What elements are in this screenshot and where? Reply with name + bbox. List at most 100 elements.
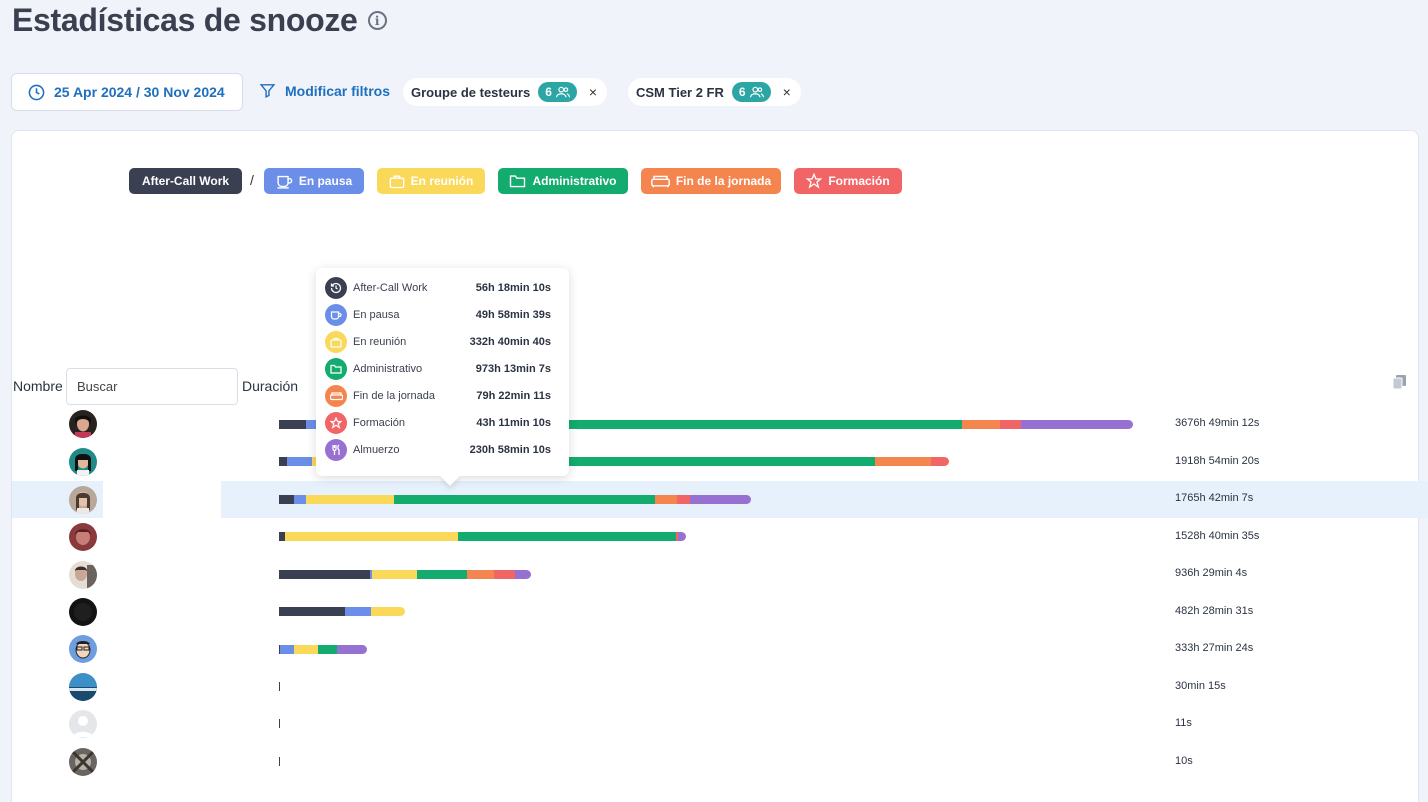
bar-segment[interactable]: [491, 420, 962, 429]
briefcase-icon: [325, 331, 347, 353]
coffee-cup-icon: [325, 304, 347, 326]
tooltip-label: Formación: [353, 417, 405, 429]
bar-segment[interactable]: [369, 570, 373, 579]
avatar: [69, 710, 97, 738]
bar-segment[interactable]: [678, 532, 686, 541]
bar-segment[interactable]: [677, 495, 691, 504]
legend-after-call-work[interactable]: After-Call Work: [129, 168, 242, 194]
search-input[interactable]: [66, 368, 238, 405]
bar-segment[interactable]: [466, 570, 495, 579]
avatar: [69, 486, 97, 514]
bar-segment[interactable]: [690, 495, 752, 504]
date-range-button[interactable]: 25 Apr 2024 / 30 Nov 2024: [11, 73, 243, 111]
chip-close-icon[interactable]: ×: [782, 84, 791, 100]
bar-segment[interactable]: [465, 457, 876, 466]
bar-segment[interactable]: [961, 420, 1001, 429]
tooltip-label: Almuerzo: [353, 444, 400, 456]
bar-segment[interactable]: [676, 532, 679, 541]
duration-total: 1765h 42min 7s: [1175, 492, 1254, 504]
duration-bar[interactable]: [279, 495, 752, 504]
bar-segment[interactable]: [305, 495, 395, 504]
bar-segment[interactable]: [1021, 420, 1133, 429]
users-icon: [555, 86, 570, 98]
bar-segment[interactable]: [514, 570, 532, 579]
star-icon: [325, 412, 347, 434]
tooltip-value: 973h 13min 7s: [475, 363, 551, 375]
tooltip-row: Fin de la jornada 79h 22min 11s: [325, 385, 551, 407]
tooltip-label: Fin de la jornada: [353, 390, 435, 402]
duration-bar-minimal[interactable]: [279, 757, 280, 766]
page-title-text: Estadísticas de snooze: [12, 2, 358, 38]
legend-label: After-Call Work: [141, 174, 230, 188]
bar-tooltip: After-Call Work 56h 18min 10s En pausa 4…: [316, 268, 569, 476]
bar-segment[interactable]: [279, 607, 346, 616]
folder-icon: [325, 358, 347, 380]
history-icon: [325, 277, 347, 299]
duration-bar[interactable]: [279, 570, 532, 579]
bar-segment[interactable]: [279, 570, 370, 579]
legend-en-reunion[interactable]: En reunión: [377, 168, 485, 194]
avatar: [69, 673, 97, 701]
legend-fin-jornada[interactable]: Fin de la jornada: [641, 168, 781, 194]
tooltip-value: 79h 22min 11s: [476, 390, 551, 402]
bar-segment[interactable]: [287, 457, 313, 466]
bar-segment[interactable]: [457, 532, 677, 541]
legend-en-pausa[interactable]: En pausa: [264, 168, 364, 194]
chip-count: 6: [545, 85, 552, 99]
bar-segment[interactable]: [279, 457, 288, 466]
bar-segment[interactable]: [279, 495, 295, 504]
sofa-icon: [325, 385, 347, 407]
bar-segment[interactable]: [394, 495, 656, 504]
chip-count-badge: 6: [538, 82, 577, 102]
page-title: Estadísticas de snooze i: [12, 2, 387, 39]
bar-segment[interactable]: [371, 607, 406, 616]
bar-segment[interactable]: [655, 495, 677, 504]
legend-label: Formación: [828, 174, 890, 188]
filter-chip-testers: Groupe de testeurs 6 ×: [403, 78, 608, 106]
legend-label: Administrativo: [532, 174, 617, 188]
legend-formacion[interactable]: Formación: [794, 168, 902, 194]
avatar: [69, 635, 97, 663]
duration-bar-minimal[interactable]: [279, 719, 280, 728]
duration-bar[interactable]: [279, 532, 686, 541]
column-header-duration[interactable]: Duración: [242, 378, 299, 394]
tooltip-label: Administrativo: [353, 363, 423, 375]
bar-segment[interactable]: [285, 532, 458, 541]
bar-segment[interactable]: [318, 645, 338, 654]
chip-close-icon[interactable]: ×: [588, 84, 598, 100]
legend-separator: /: [250, 172, 254, 188]
duration-bar-minimal[interactable]: [279, 682, 280, 691]
bar-segment[interactable]: [875, 457, 932, 466]
bar-segment[interactable]: [1000, 420, 1022, 429]
duration-total: 30min 15s: [1175, 680, 1226, 692]
bar-segment[interactable]: [345, 607, 372, 616]
duration-total: 10s: [1175, 755, 1193, 767]
avatar: [69, 410, 97, 438]
copy-icon[interactable]: [1393, 375, 1406, 389]
bar-segment[interactable]: [294, 495, 306, 504]
bar-segment[interactable]: [279, 532, 286, 541]
bar-segment[interactable]: [417, 570, 467, 579]
bar-segment[interactable]: [279, 645, 281, 654]
tooltip-row: En pausa 49h 58min 39s: [325, 304, 551, 326]
filter-icon: [259, 84, 276, 99]
column-header-name[interactable]: Nombre: [13, 378, 63, 394]
duration-total: 482h 28min 31s: [1175, 605, 1254, 617]
tooltip-label: After-Call Work: [353, 282, 428, 294]
bar-segment[interactable]: [337, 645, 368, 654]
bar-segment[interactable]: [279, 420, 307, 429]
duration-bar[interactable]: [279, 645, 368, 654]
bar-segment[interactable]: [280, 645, 294, 654]
duration-bar[interactable]: [279, 607, 406, 616]
modify-filters-button[interactable]: Modificar filtros: [259, 82, 390, 99]
modify-filters-label: Modificar filtros: [285, 82, 391, 99]
legend-administrativo[interactable]: Administrativo: [498, 168, 628, 194]
info-icon[interactable]: i: [367, 11, 387, 30]
tooltip-row: After-Call Work 56h 18min 10s: [325, 277, 551, 299]
duration-total: 1918h 54min 20s: [1175, 455, 1260, 467]
bar-segment[interactable]: [372, 570, 418, 579]
bar-segment[interactable]: [494, 570, 515, 579]
chip-count-badge: 6: [731, 82, 771, 102]
bar-segment[interactable]: [931, 457, 949, 466]
bar-segment[interactable]: [293, 645, 319, 654]
